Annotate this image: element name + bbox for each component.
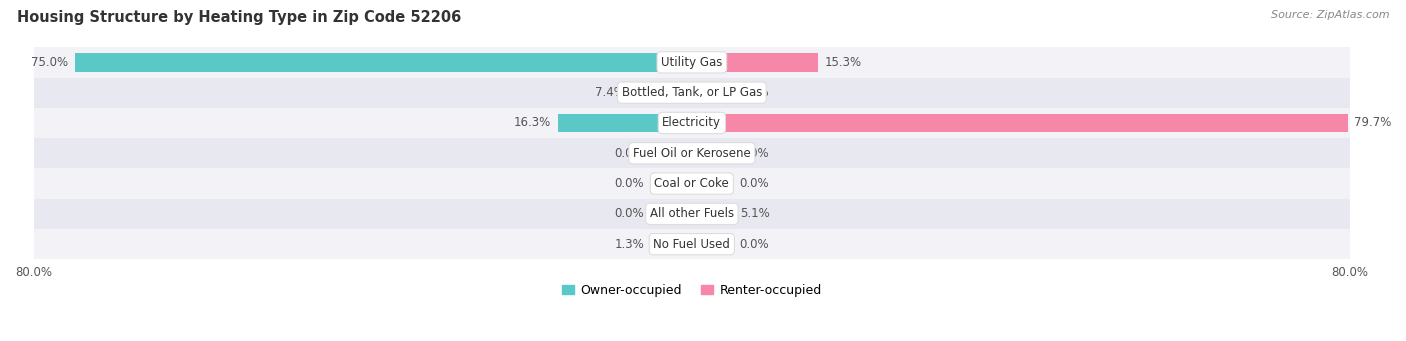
Text: 0.0%: 0.0% [740,147,769,160]
FancyBboxPatch shape [34,138,1350,168]
Bar [651,235,692,254]
Bar [692,235,733,254]
Text: 0.0%: 0.0% [740,86,769,99]
Bar [692,114,1348,132]
Text: 0.0%: 0.0% [614,207,644,220]
FancyBboxPatch shape [34,47,1350,77]
Bar [651,144,692,163]
FancyBboxPatch shape [34,168,1350,199]
FancyBboxPatch shape [34,108,1350,138]
Bar [558,114,692,132]
Text: 5.1%: 5.1% [741,207,770,220]
Bar [692,144,733,163]
Bar [692,174,733,193]
Text: Housing Structure by Heating Type in Zip Code 52206: Housing Structure by Heating Type in Zip… [17,10,461,25]
Text: Bottled, Tank, or LP Gas: Bottled, Tank, or LP Gas [621,86,762,99]
Bar [651,205,692,223]
Bar [651,174,692,193]
Text: 0.0%: 0.0% [740,177,769,190]
Bar [631,83,692,102]
Legend: Owner-occupied, Renter-occupied: Owner-occupied, Renter-occupied [557,279,827,302]
Text: All other Fuels: All other Fuels [650,207,734,220]
Text: 15.3%: 15.3% [824,56,862,69]
Text: 16.3%: 16.3% [513,117,551,130]
Bar [75,53,692,72]
Bar [692,53,818,72]
Text: Electricity: Electricity [662,117,721,130]
Text: 0.0%: 0.0% [614,177,644,190]
Bar [692,83,733,102]
Text: 1.3%: 1.3% [614,238,644,251]
FancyBboxPatch shape [34,199,1350,229]
Text: 7.4%: 7.4% [595,86,624,99]
Text: 79.7%: 79.7% [1354,117,1392,130]
Text: Coal or Coke: Coal or Coke [654,177,730,190]
Text: Source: ZipAtlas.com: Source: ZipAtlas.com [1271,10,1389,20]
FancyBboxPatch shape [34,229,1350,259]
Text: No Fuel Used: No Fuel Used [654,238,730,251]
Text: Fuel Oil or Kerosene: Fuel Oil or Kerosene [633,147,751,160]
FancyBboxPatch shape [34,77,1350,108]
Text: Utility Gas: Utility Gas [661,56,723,69]
Text: 75.0%: 75.0% [31,56,67,69]
Text: 0.0%: 0.0% [614,147,644,160]
Bar [692,205,734,223]
Text: 0.0%: 0.0% [740,238,769,251]
